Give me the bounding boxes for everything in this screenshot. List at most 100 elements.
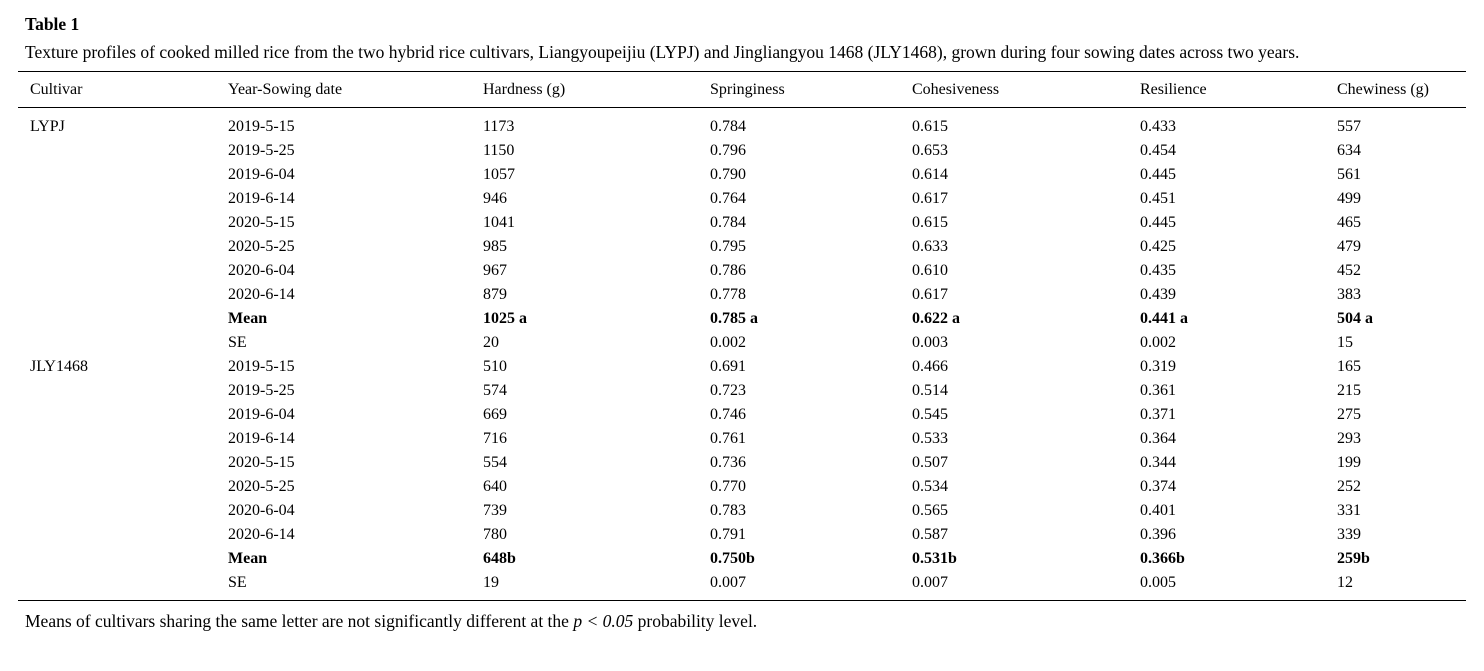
table-cell: 0.433 xyxy=(1140,118,1176,135)
table-cell: 0.617 xyxy=(912,190,948,207)
table-cell: 0.451 xyxy=(1140,190,1176,207)
table-row: 2019-6-04 1057 0.790 0.614 0.445 561 xyxy=(18,163,1466,187)
table-cell: 1025 a xyxy=(483,310,527,327)
column-header-resilience: Resilience xyxy=(1128,71,1325,108)
table-row: 2019-5-25 574 0.723 0.514 0.361 215 xyxy=(18,379,1466,403)
table-cell: 0.790 xyxy=(710,166,746,183)
table-cell: 739 xyxy=(483,502,507,519)
data-table: Cultivar Year-Sowing date Hardness (g) S… xyxy=(18,71,1466,601)
column-header-sowing-date: Year-Sowing date xyxy=(216,71,471,108)
table-cell: 2019-5-25 xyxy=(228,142,295,159)
header-row: Cultivar Year-Sowing date Hardness (g) S… xyxy=(18,71,1466,108)
table-row: SE 20 0.002 0.003 0.002 15 xyxy=(18,331,1466,355)
table-row: SE 19 0.007 0.007 0.005 12 xyxy=(18,571,1466,601)
table-row: 2020-6-04 967 0.786 0.610 0.435 452 xyxy=(18,259,1466,283)
table-cell: 0.565 xyxy=(912,502,948,519)
table-cell: 2019-5-25 xyxy=(228,382,295,399)
table-cell: 0.796 xyxy=(710,142,746,159)
table-cell: 0.587 xyxy=(912,526,948,543)
table-cell: 2019-5-15 xyxy=(228,118,295,135)
table-cell: 20 xyxy=(483,334,499,351)
table-cell: 967 xyxy=(483,262,507,279)
table-cell xyxy=(18,523,216,547)
table-cell: 0.007 xyxy=(912,574,948,591)
table-row: LYPJ 2019-5-15 1173 0.784 0.615 0.433 557 xyxy=(18,108,1466,140)
table-cell: 0.003 xyxy=(912,334,948,351)
table-cell: 0.610 xyxy=(912,262,948,279)
table-row: 2020-6-04 739 0.783 0.565 0.401 331 xyxy=(18,499,1466,523)
table-cell: 2020-6-14 xyxy=(228,526,295,543)
table-cell: 2019-6-04 xyxy=(228,166,295,183)
table-cell: 293 xyxy=(1337,430,1361,447)
table-cell: 2020-5-25 xyxy=(228,238,295,255)
table-cell: 0.454 xyxy=(1140,142,1176,159)
table-cell: 0.723 xyxy=(710,382,746,399)
table-cell xyxy=(18,499,216,523)
table-cell: 640 xyxy=(483,478,507,495)
table-cell: Mean xyxy=(228,550,268,567)
table-cell: 0.514 xyxy=(912,382,948,399)
table-cell: 12 xyxy=(1337,574,1353,591)
column-header-springiness: Springiness xyxy=(698,71,900,108)
table-cell xyxy=(18,403,216,427)
table-cell: 2020-5-25 xyxy=(228,478,295,495)
footnote: Means of cultivars sharing the same lett… xyxy=(25,608,1466,634)
column-header-hardness: Hardness (g) xyxy=(471,71,698,108)
table-cell: 0.736 xyxy=(710,454,746,471)
table-cell: 0.784 xyxy=(710,118,746,135)
table-cell xyxy=(18,571,216,601)
table-cell: 634 xyxy=(1337,142,1361,159)
table-cell: 0.344 xyxy=(1140,454,1176,471)
table-cell: 15 xyxy=(1337,334,1353,351)
table-cell: 2020-6-14 xyxy=(228,286,295,303)
table-cell: 0.435 xyxy=(1140,262,1176,279)
table-cell: 465 xyxy=(1337,214,1361,231)
table-cell xyxy=(18,283,216,307)
table-cell xyxy=(18,451,216,475)
table-cell: 504 a xyxy=(1337,310,1373,327)
table-row: JLY1468 2019-5-15 510 0.691 0.466 0.319 165 xyxy=(18,355,1466,379)
table-row: 2020-5-15 554 0.736 0.507 0.344 199 xyxy=(18,451,1466,475)
table-caption: Texture profiles of cooked milled rice f… xyxy=(25,42,1300,62)
table-cell: 0.364 xyxy=(1140,430,1176,447)
table-cell: 0.507 xyxy=(912,454,948,471)
table-row: Mean 1025 a 0.785 a 0.622 a 0.441 a 504 a xyxy=(18,307,1466,331)
table-cell: 339 xyxy=(1337,526,1361,543)
table-cell: 275 xyxy=(1337,406,1361,423)
table-cell: 0.770 xyxy=(710,478,746,495)
table-cell: 0.783 xyxy=(710,502,746,519)
table-label: Table 1 xyxy=(25,14,80,34)
table-cell: 0.795 xyxy=(710,238,746,255)
table-cell: 780 xyxy=(483,526,507,543)
table-cell: 2020-5-15 xyxy=(228,454,295,471)
table-cell: 0.441 a xyxy=(1140,310,1188,327)
table-cell: 452 xyxy=(1337,262,1361,279)
table-cell: 0.746 xyxy=(710,406,746,423)
table-cell: JLY1468 xyxy=(30,358,88,375)
table-cell: 1057 xyxy=(483,166,515,183)
table-cell: 0.617 xyxy=(912,286,948,303)
table-cell: 0.615 xyxy=(912,118,948,135)
table-header: Cultivar Year-Sowing date Hardness (g) S… xyxy=(18,71,1466,108)
table-cell: 0.396 xyxy=(1140,526,1176,543)
table-cell: 510 xyxy=(483,358,507,375)
table-row: 2019-6-14 946 0.764 0.617 0.451 499 xyxy=(18,187,1466,211)
table-cell: 0.785 a xyxy=(710,310,758,327)
table-cell: 1041 xyxy=(483,214,515,231)
table-cell: 0.371 xyxy=(1140,406,1176,423)
table-cell: 879 xyxy=(483,286,507,303)
table-cell: 0.614 xyxy=(912,166,948,183)
table-cell: 0.425 xyxy=(1140,238,1176,255)
table-cell: 0.366b xyxy=(1140,550,1185,567)
table-cell xyxy=(18,427,216,451)
table-cell: 0.761 xyxy=(710,430,746,447)
table-cell: 252 xyxy=(1337,478,1361,495)
table-cell: 19 xyxy=(483,574,499,591)
page: Table 1 Texture profiles of cooked mille… xyxy=(18,14,1466,634)
table-row: 2020-5-15 1041 0.784 0.615 0.445 465 xyxy=(18,211,1466,235)
table-cell: 165 xyxy=(1337,358,1361,375)
table-cell: 648b xyxy=(483,550,516,567)
table-cell: 2020-5-15 xyxy=(228,214,295,231)
table-cell: Mean xyxy=(228,310,268,327)
table-cell: 331 xyxy=(1337,502,1361,519)
